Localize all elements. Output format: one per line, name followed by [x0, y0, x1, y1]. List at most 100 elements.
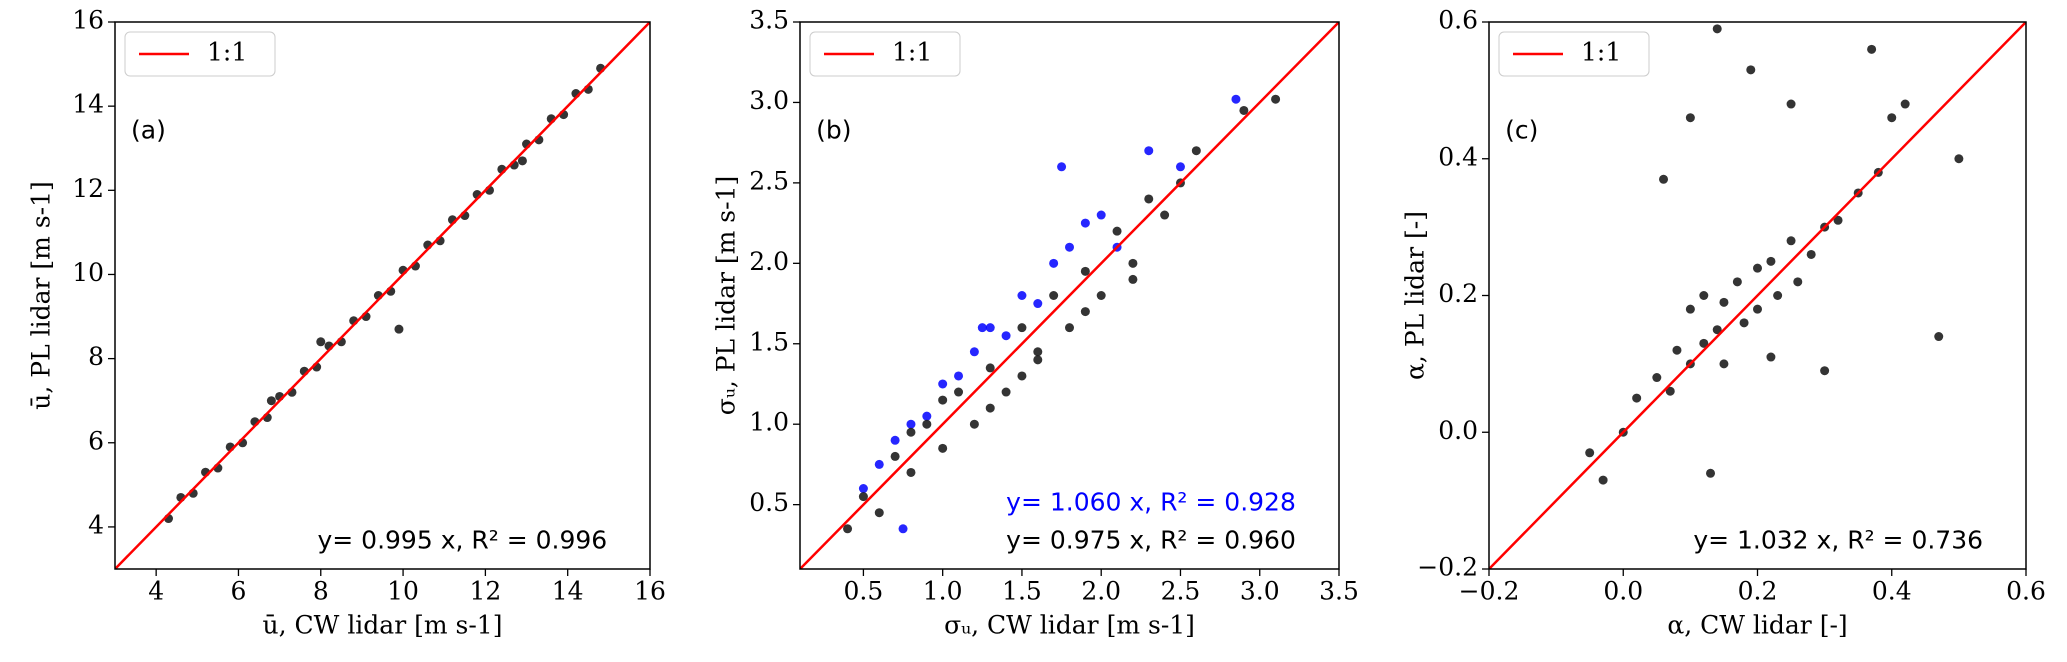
point	[1001, 387, 1011, 397]
annotation: (b)	[816, 115, 851, 144]
y-tick-label: 4	[88, 510, 104, 539]
panel: −0.2 0.0 0.2 0.4 0.6 −0.2 0.0 0.2 0.4 0.6 α, CW li…	[1401, 6, 2046, 640]
annotation: y= 0.995 x, R² = 0.996	[317, 526, 607, 555]
point	[1128, 258, 1138, 268]
x-tick-label: 3.5	[1319, 577, 1359, 606]
legend-box	[809, 31, 961, 77]
point	[1033, 347, 1043, 357]
point	[1065, 242, 1074, 252]
point	[858, 484, 868, 494]
annotation: y= 1.032 x, R² = 0.736	[1693, 526, 1983, 555]
y-tick-label: 0.5	[749, 488, 789, 517]
y-tick-label: 0.6	[1438, 6, 1478, 35]
point	[938, 379, 948, 389]
point	[874, 459, 884, 469]
point	[1160, 210, 1170, 220]
point	[1049, 258, 1059, 268]
annotation: y= 1.060 x, R² = 0.928	[1006, 487, 1296, 516]
point	[1112, 226, 1122, 236]
point	[985, 403, 995, 413]
y-tick-label: 0.0	[1438, 416, 1478, 445]
point	[1746, 65, 1756, 75]
point	[1820, 366, 1830, 376]
point	[1065, 323, 1074, 333]
point	[922, 419, 932, 429]
point	[1712, 24, 1722, 34]
annotation: y= 0.975 x, R² = 0.960	[1006, 526, 1296, 555]
y-tick-label: 6	[88, 426, 104, 455]
point	[1175, 162, 1185, 172]
axes-frame	[1488, 21, 2027, 570]
y-tick-label: −0.2	[1417, 553, 1478, 582]
point	[1685, 113, 1695, 123]
legend-label: 1:1	[207, 38, 247, 67]
annotation: (a)	[131, 115, 166, 144]
point	[1665, 386, 1675, 396]
x-tick-label: 0.4	[1872, 577, 1912, 606]
point	[1867, 44, 1877, 54]
legend-label: 1:1	[892, 38, 932, 67]
point	[1706, 468, 1716, 478]
x-axis-label: α, CW lidar [-]	[1667, 611, 1847, 640]
point	[1033, 355, 1043, 365]
point	[906, 419, 916, 429]
legend-box	[1498, 31, 1650, 77]
point	[1652, 373, 1662, 383]
x-tick-label: 3.0	[1240, 577, 1280, 606]
y-tick-label: 1.0	[749, 408, 789, 437]
point	[1833, 215, 1843, 225]
point	[1753, 304, 1762, 314]
y-tick-label: 1.5	[749, 327, 789, 356]
point	[316, 337, 326, 347]
point	[266, 396, 276, 406]
point	[1766, 256, 1776, 266]
point	[1017, 371, 1027, 381]
point	[1699, 338, 1709, 348]
plot-area	[115, 22, 650, 569]
point	[1144, 146, 1154, 156]
point	[1017, 323, 1027, 333]
plot-area	[1489, 22, 2026, 569]
point	[1659, 174, 1669, 184]
point	[1231, 94, 1241, 104]
panel: 4 6 8 10 12 14 16 4 6 8 10 12 14 16 ū, CW lidar [m s-1…	[27, 6, 666, 640]
point	[1080, 218, 1090, 228]
x-tick-label: 10	[387, 577, 419, 606]
line	[115, 22, 650, 569]
point	[1773, 291, 1783, 300]
point	[1793, 277, 1803, 287]
point	[969, 419, 979, 429]
y-tick-label: 2.5	[749, 166, 789, 195]
point	[1080, 266, 1090, 276]
y-tick-label: 0.2	[1438, 279, 1478, 308]
point	[1191, 146, 1201, 156]
x-tick-label: 12	[469, 577, 501, 606]
point	[1049, 291, 1059, 300]
point	[1672, 345, 1682, 355]
x-tick-label: 2.0	[1081, 577, 1121, 606]
point	[938, 395, 948, 405]
point	[1144, 194, 1154, 204]
panel: 0.5 1.0 1.5 2.0 2.5 3.0 3.5 0.5 1.0 1.5 2.0 2.5 3.0 3…	[712, 6, 1359, 640]
legend-label: 1:1	[1581, 38, 1621, 67]
point	[1239, 105, 1249, 115]
x-tick-label: 4	[148, 577, 164, 606]
x-tick-label: 0.6	[2006, 577, 2046, 606]
point	[1719, 359, 1729, 369]
point	[1900, 99, 1910, 109]
point	[938, 443, 948, 453]
point	[985, 323, 995, 333]
line	[800, 22, 1339, 569]
x-axis-label: ū, CW lidar [m s-1]	[263, 611, 503, 640]
y-axis-label: α, PL lidar [-]	[1401, 211, 1430, 380]
y-tick-label: 3.5	[749, 6, 789, 35]
point	[843, 524, 853, 534]
x-axis-label: σᵤ, CW lidar [m s-1]	[944, 611, 1195, 640]
x-tick-label: 0.0	[1603, 577, 1643, 606]
y-tick-label: 8	[88, 342, 104, 371]
annotation: (c)	[1505, 115, 1538, 144]
legend-box	[124, 31, 276, 77]
y-axis-label: ū, PL lidar [m s-1]	[27, 181, 56, 410]
point	[1632, 393, 1642, 403]
